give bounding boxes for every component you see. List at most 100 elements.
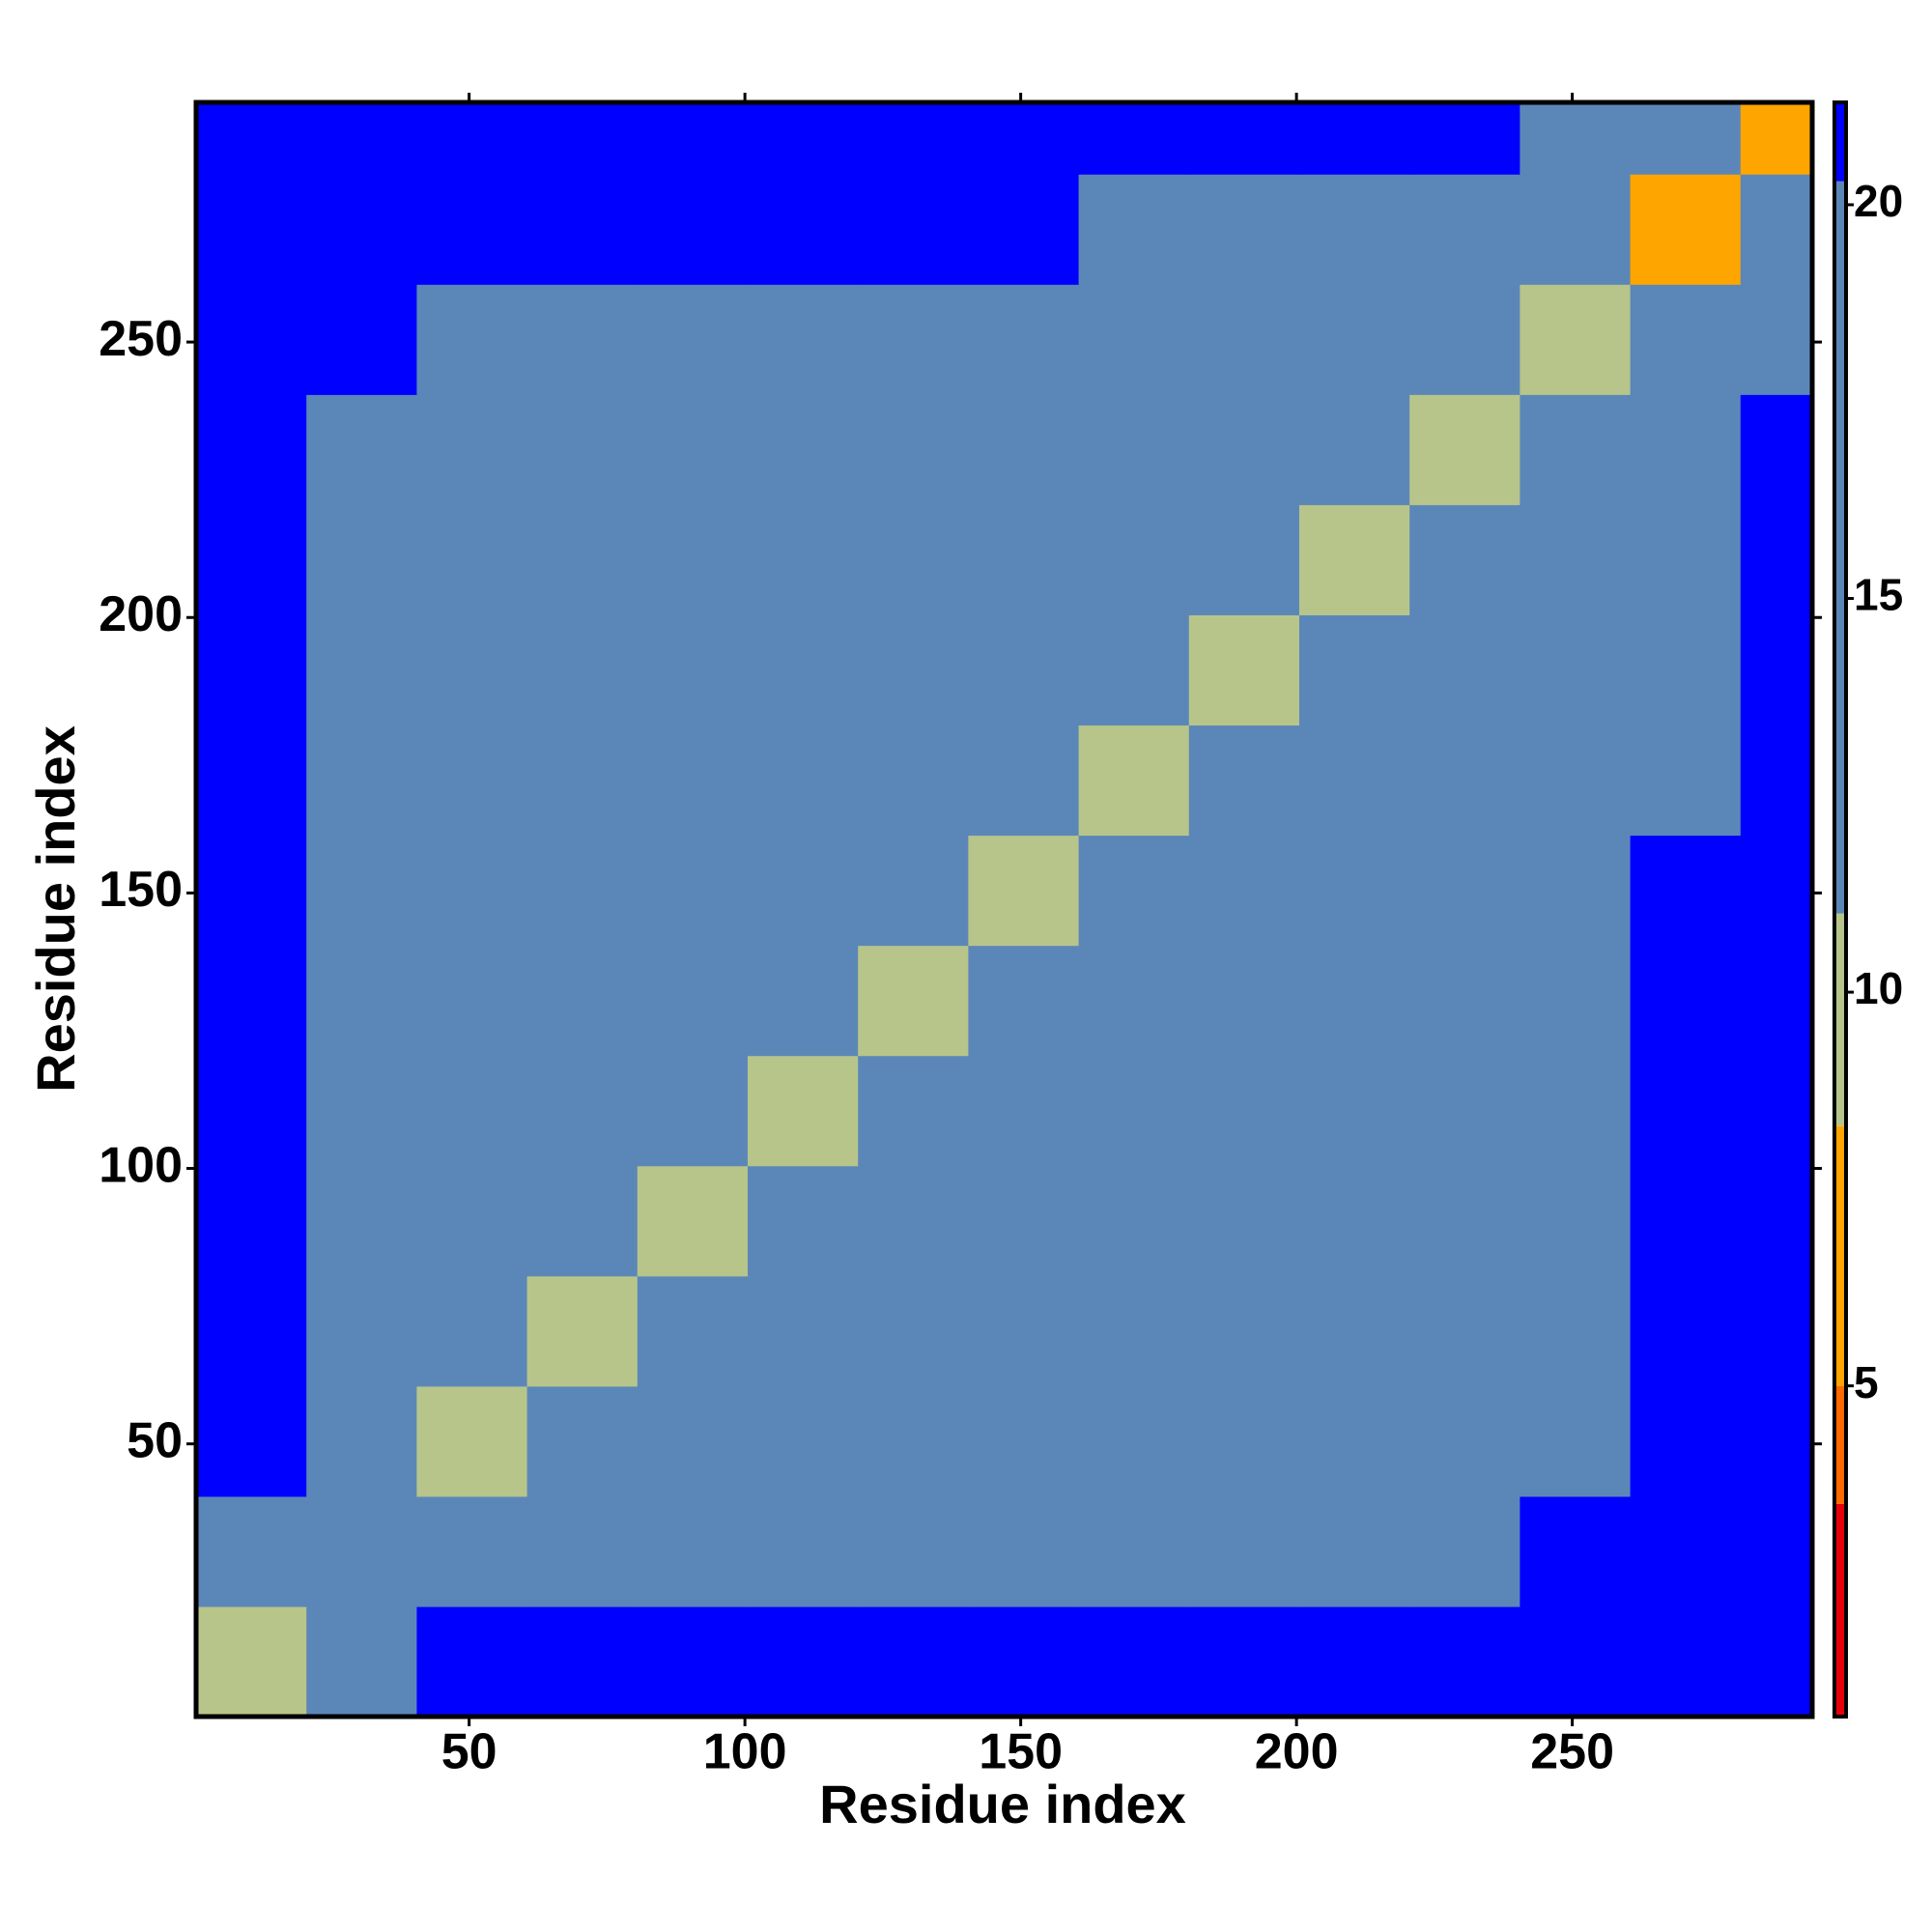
heatmap-cell: [526, 835, 639, 947]
heatmap-cell: [1520, 614, 1632, 726]
heatmap-cell: [747, 284, 859, 395]
heatmap-cell: [416, 504, 528, 615]
heatmap-cell: [1409, 1605, 1520, 1718]
heatmap-cell: [968, 1275, 1080, 1387]
heatmap-cell: [196, 504, 307, 615]
heatmap-cell: [968, 1385, 1080, 1497]
y-tick-label: 150: [99, 862, 183, 918]
heatmap-cell: [1188, 1055, 1300, 1167]
heatmap-cell: [637, 835, 749, 947]
heatmap-cell: [1740, 1605, 1813, 1718]
heatmap-cell: [306, 614, 417, 726]
heatmap-cell: [1078, 504, 1190, 615]
heatmap-cell: [526, 1385, 639, 1497]
heatmap-cell: [637, 284, 749, 395]
colorbar-band: [1834, 1385, 1846, 1504]
heatmap-cell: [416, 835, 528, 947]
heatmap-cell: [747, 614, 859, 726]
heatmap-cell: [526, 1605, 639, 1718]
heatmap-cell: [1520, 945, 1632, 1057]
heatmap-cell: [747, 724, 859, 837]
heatmap-cell: [306, 174, 417, 285]
heatmap-cell: [968, 724, 1080, 837]
heatmap-cell: [1520, 1275, 1632, 1387]
heatmap-cell: [526, 284, 639, 395]
heatmap-cell: [1740, 1275, 1813, 1387]
heatmap-cell: [1409, 504, 1520, 615]
heatmap-cell: [416, 1495, 528, 1607]
heatmap-cell: [526, 1495, 639, 1607]
heatmap-cell: [858, 1495, 969, 1607]
heatmap-cell: [1298, 1605, 1410, 1718]
heatmap-cell: [1740, 1165, 1813, 1277]
heatmap-cell: [1409, 174, 1520, 285]
heatmap-cell: [416, 284, 528, 395]
heatmap-cell: [416, 724, 528, 837]
heatmap-cell: [526, 174, 639, 285]
heatmap-cell: [637, 724, 749, 837]
heatmap-cell: [1188, 284, 1300, 395]
heatmap-cell: [306, 835, 417, 947]
heatmap-cell: [968, 284, 1080, 395]
heatmap-cell: [637, 945, 749, 1057]
heatmap-cell: [1078, 394, 1190, 505]
heatmap-cell: [306, 945, 417, 1057]
heatmap-cell: [968, 1495, 1080, 1607]
heatmap-cell: [196, 394, 307, 505]
plot-frame: [193, 99, 1815, 1719]
heatmap-cell: [1740, 835, 1813, 947]
x-tick-label: 200: [1255, 1724, 1339, 1780]
heatmap-cell: [1298, 284, 1410, 395]
heatmap-cell: [196, 614, 307, 726]
heatmap-cell: [526, 1055, 639, 1167]
y-tick-label: 250: [99, 311, 183, 367]
heatmap-cell: [1078, 1165, 1190, 1277]
heatmap-cell: [858, 835, 969, 947]
x-axis-label: Residue index: [819, 1774, 1186, 1834]
heatmap-cell: [1630, 394, 1742, 505]
y-axis-label: Residue index: [25, 725, 86, 1093]
heatmap-cell: [747, 1055, 859, 1167]
colorbar-band: [1834, 181, 1846, 914]
heatmap-cell: [306, 1165, 417, 1277]
heatmap-cell: [1740, 724, 1813, 837]
heatmap-cell: [1078, 174, 1190, 285]
heatmap-cell: [858, 1385, 969, 1497]
heatmap-cell: [1520, 174, 1632, 285]
heatmap-cell: [526, 1165, 639, 1277]
heatmap-cell: [1409, 1385, 1520, 1497]
heatmap-cell: [196, 835, 307, 947]
heatmap-cell: [1520, 284, 1632, 395]
heatmap-cell: [1520, 724, 1632, 837]
heatmap-cell: [196, 1495, 307, 1607]
heatmap-cell: [416, 614, 528, 726]
heatmap-cell: [196, 1055, 307, 1167]
heatmap-cell: [858, 724, 969, 837]
heatmap-cell: [1409, 284, 1520, 395]
heatmap-cell: [1409, 614, 1520, 726]
heatmap-cell: [1740, 174, 1813, 285]
heatmap-cell: [1520, 102, 1632, 175]
colorbar-band: [1834, 1503, 1846, 1717]
heatmap-cell: [637, 1495, 749, 1607]
heatmap-cell: [747, 1495, 859, 1607]
heatmap-cell: [747, 1605, 859, 1718]
heatmap-cell: [747, 945, 859, 1057]
heatmap-cell: [526, 945, 639, 1057]
heatmap-cell: [1740, 1385, 1813, 1497]
heatmap-cell: [526, 724, 639, 837]
heatmap-cell: [1520, 1495, 1632, 1607]
heatmap-cell: [1630, 174, 1742, 285]
colorbar-frame: [1833, 100, 1848, 1719]
heatmap-cell: [968, 102, 1080, 175]
heatmap-cell: [1078, 724, 1190, 837]
heatmap-cell: [1409, 1275, 1520, 1387]
heatmap-cell: [1188, 835, 1300, 947]
heatmap-cell: [858, 1055, 969, 1167]
heatmap-cell: [306, 284, 417, 395]
heatmap-cell: [416, 1165, 528, 1277]
heatmap-cell: [1078, 102, 1190, 175]
heatmap-cell: [1630, 284, 1742, 395]
heatmap-cell: [1630, 1275, 1742, 1387]
